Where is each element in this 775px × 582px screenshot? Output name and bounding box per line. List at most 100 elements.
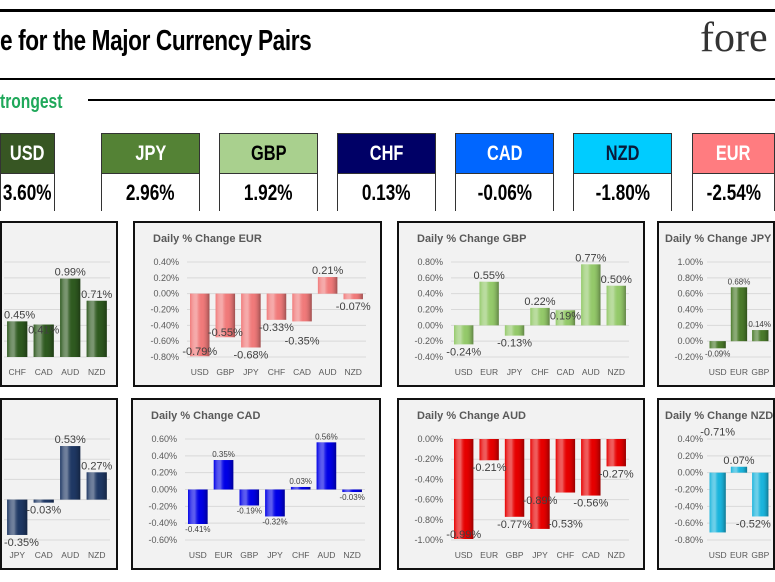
y-tick-label: -0.40% [150, 320, 179, 330]
currency-change-text: 1.92% [244, 180, 293, 205]
chart-jpy: Daily % Change JPY -0.20% 0.00% 0.20% 0.40% 0… [657, 221, 775, 387]
x-tick-label: USD [709, 550, 727, 560]
chart-svg: Daily % Change NZD -0.80% -0.60% -0.40% -0.2… [665, 410, 773, 560]
currency-code: USD [1, 134, 54, 174]
chart-svg: Daily % Change JPY -0.20% 0.00% 0.20% 0.40% 0… [665, 233, 772, 377]
title-rule [0, 78, 775, 80]
currency-code-text: CHF [369, 141, 404, 165]
x-tick-label: AUD [61, 367, 79, 377]
currency-code: NZD [574, 134, 671, 174]
y-tick-label: -1.00% [414, 535, 443, 545]
bar-shading [188, 489, 208, 525]
y-tick-label: 1.00% [677, 257, 703, 267]
bar-shading [454, 325, 474, 345]
y-tick-label: -0.60% [414, 495, 443, 505]
x-tick-label: NZD [344, 367, 361, 377]
bar-shading [7, 321, 28, 357]
y-tick-label: -0.60% [148, 535, 177, 545]
chart-usd: CHF CAD AUD NZD 0.45% 0.41% 0.99% 0.71% [0, 221, 118, 387]
bar-shading [752, 472, 769, 517]
currency-change-text: 0.13% [362, 180, 411, 205]
chart-svg: Daily % Change AUD -1.00% -0.80% -0.60% -0.4… [414, 410, 633, 560]
x-tick-label: EUR [730, 550, 748, 560]
y-tick-label: -0.60% [674, 518, 703, 528]
x-tick-label: CHF [557, 550, 574, 560]
bar-shading [266, 293, 287, 320]
currency-box-cad: CAD -0.06% [455, 133, 554, 212]
chart-chf: JPY CAD AUD NZD -0.35% -0.03% 0.53% 0.27% [0, 398, 118, 570]
chart-title: Daily % Change CAD [151, 410, 260, 422]
data-label: 0.99% [55, 267, 86, 279]
x-tick-label: USD [709, 367, 727, 377]
currency-box-usd: USD 3.60% [0, 133, 55, 212]
y-tick-label: 0.00% [153, 289, 179, 299]
bar-shading [752, 330, 769, 342]
strongest-label: trongest [0, 91, 63, 113]
y-tick-label: 0.00% [151, 485, 177, 495]
bar-shading [86, 472, 107, 500]
y-tick-label: -0.20% [674, 352, 703, 362]
y-tick-label: 0.00% [677, 336, 703, 346]
x-tick-label: GBP [216, 367, 234, 377]
x-tick-label: JPY [532, 550, 548, 560]
subhead-rule [88, 99, 775, 101]
bar-shading [86, 300, 107, 357]
y-tick-label: -0.40% [414, 474, 443, 484]
currency-code-text: JPY [135, 141, 166, 165]
x-tick-label: JPY [9, 550, 25, 560]
currency-code-text: GBP [250, 141, 287, 165]
y-tick-label: 0.20% [151, 468, 177, 478]
chart-title: Daily % Change GBP [417, 233, 526, 245]
bar-shading [292, 293, 312, 322]
data-label: 0.03% [289, 477, 312, 486]
x-tick-label: CAD [582, 550, 600, 560]
data-label: -0.89% [523, 495, 558, 507]
bar-shading [606, 439, 626, 467]
bar-shading [343, 293, 363, 300]
x-tick-label: NZD [608, 367, 625, 377]
y-tick-label: 0.20% [417, 305, 443, 315]
bar-shading [33, 499, 54, 503]
data-label: -0.07% [336, 301, 371, 313]
data-label: -0.33% [259, 322, 294, 334]
y-tick-label: 0.20% [153, 273, 179, 283]
y-tick-label: 0.40% [677, 434, 703, 444]
x-tick-label: AUD [582, 367, 600, 377]
bar-shading [581, 439, 601, 496]
chart-cad: Daily % Change CAD -0.60% -0.40% -0.20% 0.00… [131, 398, 381, 570]
bar-shading [709, 341, 726, 349]
y-tick-label: 0.00% [417, 434, 443, 444]
chart-gbp: Daily % Change GBP -0.40% -0.20% 0.00% 0.20%… [397, 221, 645, 387]
x-tick-label: JPY [267, 550, 283, 560]
y-tick-label: -0.20% [414, 336, 443, 346]
x-tick-label: AUD [319, 367, 337, 377]
data-label: 0.21% [312, 265, 343, 277]
x-tick-label: CHF [292, 550, 309, 560]
data-label: -0.79% [182, 346, 217, 358]
x-tick-label: NZD [608, 550, 625, 560]
y-tick-label: 0.00% [417, 320, 443, 330]
data-label: 0.53% [55, 434, 86, 446]
chart-nzd: Daily % Change NZD -0.80% -0.60% -0.40% -0.2… [657, 398, 775, 570]
data-label: -0.03% [339, 493, 364, 502]
chart-svg: Daily % Change CAD -0.60% -0.40% -0.20% 0.00… [148, 410, 365, 560]
currency-change: -2.54% [693, 174, 774, 212]
y-tick-label: -0.80% [674, 535, 703, 545]
x-tick-label: USD [455, 367, 473, 377]
data-label: -0.41% [185, 525, 210, 534]
currency-change: -1.80% [574, 174, 671, 212]
y-tick-label: 0.80% [417, 257, 443, 267]
data-label: -0.71% [700, 426, 735, 438]
y-tick-label: -0.20% [148, 501, 177, 511]
data-label: -0.52% [736, 518, 771, 530]
y-tick-label: 0.00% [677, 468, 703, 478]
x-tick-label: EUR [480, 367, 498, 377]
x-tick-label: JPY [507, 367, 523, 377]
data-label: -0.68% [233, 350, 268, 362]
currency-box-gbp: GBP 1.92% [219, 133, 318, 212]
logo: fore [700, 15, 768, 61]
bar-shading [504, 325, 525, 336]
y-tick-label: -0.40% [414, 352, 443, 362]
x-tick-label: CAD [556, 367, 574, 377]
data-label: 0.35% [212, 450, 235, 459]
